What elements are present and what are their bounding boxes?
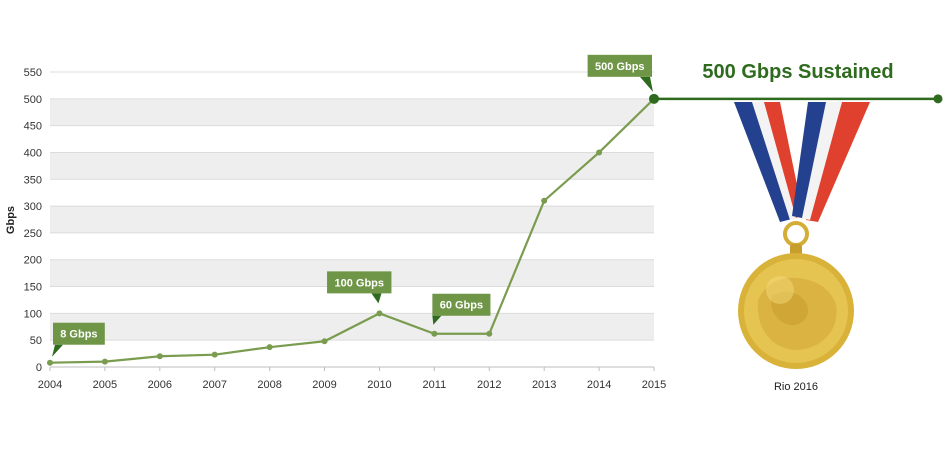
data-point [321, 338, 328, 345]
data-callouts: 8 Gbps 100 Gbps 60 Gbps 500 Gbps [52, 54, 653, 357]
callout-label: 60 Gbps [440, 300, 483, 312]
data-point [596, 149, 603, 156]
data-point [266, 344, 273, 351]
callout-pointer [52, 344, 63, 357]
y-tick-label: 450 [24, 121, 42, 133]
x-tick-label: 2007 [202, 379, 226, 391]
x-tick-label: 2010 [367, 379, 391, 391]
y-tick-label: 550 [24, 67, 42, 79]
series-line [49, 98, 655, 364]
data-point [541, 197, 548, 204]
y-tick-label: 100 [24, 308, 42, 320]
x-tick-label: 2013 [532, 379, 556, 391]
y-tick-label: 350 [24, 174, 42, 186]
y-tick-label: 250 [24, 228, 42, 240]
gold-medal-icon [734, 102, 870, 369]
y-tick-label: 50 [30, 335, 42, 347]
data-point [211, 351, 218, 358]
y-tick-label: 300 [24, 201, 42, 213]
callout-label: 8 Gbps [60, 329, 97, 341]
headline-title: 500 Gbps Sustained [702, 61, 893, 83]
callout-pointer [640, 76, 653, 92]
x-tick-label: 2005 [93, 379, 117, 391]
callout-pointer [432, 315, 442, 325]
callout-label: 100 Gbps [334, 277, 384, 289]
y-tick-label: 400 [24, 147, 42, 159]
y-tick-label: 150 [24, 282, 42, 294]
plot-band [50, 206, 654, 233]
callout-box [327, 271, 392, 294]
data-point [486, 330, 493, 337]
plot-bands [50, 98, 654, 341]
plot-band [50, 98, 654, 126]
medal-caption: Rio 2016 [774, 381, 818, 393]
x-tick-label: 2012 [477, 379, 501, 391]
x-tick-label: 2014 [587, 379, 611, 391]
x-axis-ticks: 2004 2005 2006 2007 2008 2009 2010 2011 2012 2013… [38, 367, 666, 391]
y-axis-label: Gbps [5, 206, 17, 234]
x-tick-label: 2015 [642, 379, 666, 391]
y-tick-label: 200 [24, 255, 42, 267]
data-point [431, 330, 438, 337]
data-point [376, 310, 383, 317]
x-tick-label: 2008 [257, 379, 281, 391]
data-point [47, 359, 53, 366]
callout-label: 500 Gbps [595, 61, 645, 73]
x-tick-label: 2006 [148, 379, 172, 391]
callout-box [432, 293, 491, 316]
y-tick-label: 0 [36, 362, 42, 374]
data-point [156, 353, 163, 360]
y-axis-ticks: 0 50 100 150 200 250 300 350 400 450 500 550 [24, 67, 42, 374]
sustained-level-end-dot [933, 94, 943, 104]
y-tick-label: 500 [24, 94, 42, 106]
callout-box [53, 322, 105, 345]
plot-gridlines [50, 71, 654, 368]
x-tick-label: 2004 [38, 379, 62, 391]
x-tick-label: 2011 [423, 379, 447, 391]
plot-band [50, 152, 654, 180]
x-tick-label: 2009 [312, 379, 336, 391]
callout-pointer [371, 293, 382, 304]
callout-box [587, 54, 652, 77]
data-point [101, 358, 108, 365]
